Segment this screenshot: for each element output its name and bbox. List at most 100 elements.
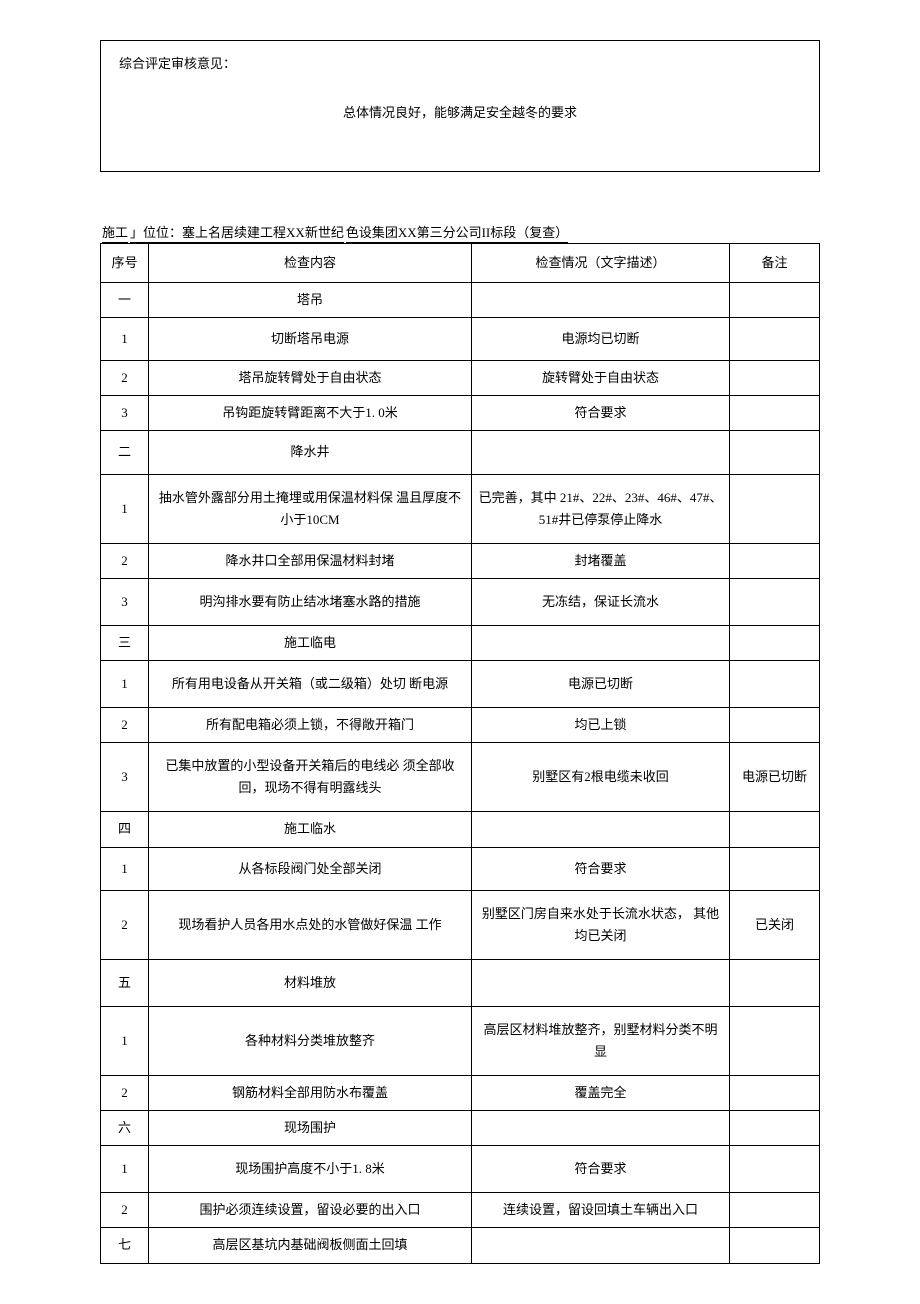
cell-seq: 三 [101, 625, 149, 660]
cell-seq: 2 [101, 543, 149, 578]
table-row: 1切断塔吊电源电源均已切断 [101, 318, 820, 361]
construction-unit-line: 施工」位位：塞上名居续建工程XX新世纪色设集团XX第三分公司II标段（复查） [100, 222, 820, 243]
cell-note [730, 1111, 820, 1146]
inspection-table: 序号检查内容检查情况（文字描述）备注一塔吊1切断塔吊电源电源均已切断2塔吊旋转臂… [100, 243, 820, 1264]
table-row: 二降水井 [101, 431, 820, 474]
cell-content: 现场围护高度不小于1. 8米 [149, 1146, 472, 1193]
cell-seq: 1 [101, 318, 149, 361]
cell-content: 施工临电 [149, 625, 472, 660]
cell-content: 施工临水 [149, 812, 472, 847]
cell-note [730, 708, 820, 743]
header-seq: 序号 [101, 244, 149, 283]
cell-seq: 1 [101, 847, 149, 890]
cell-seq: 五 [101, 959, 149, 1006]
cell-content: 现场围护 [149, 1111, 472, 1146]
unit-label: 位位： [143, 222, 182, 243]
cell-content: 从各标段阀门处全部关闭 [149, 847, 472, 890]
cell-status: 符合要求 [472, 1146, 730, 1193]
cell-status [472, 283, 730, 318]
cell-status: 覆盖完全 [472, 1076, 730, 1111]
cell-status: 符合要求 [472, 396, 730, 431]
cell-content: 所有用电设备从开关箱（或二级箱）处切 断电源 [149, 661, 472, 708]
review-label: 综合评定审核意见： [119, 53, 801, 72]
table-row: 2现场看护人员各用水点处的水管做好保温 工作别墅区门房自来水处于长流水状态， 其… [101, 890, 820, 959]
cell-note [730, 318, 820, 361]
cell-note [730, 625, 820, 660]
table-row: 2钢筋材料全部用防水布覆盖覆盖完全 [101, 1076, 820, 1111]
cell-status [472, 1228, 730, 1263]
table-row: 2所有配电箱必须上锁，不得敞开箱门均已上锁 [101, 708, 820, 743]
cell-content: 塔吊 [149, 283, 472, 318]
cell-content: 切断塔吊电源 [149, 318, 472, 361]
table-row: 1抽水管外露部分用土掩埋或用保温材料保 温且厚度不小于10CM已完善，其中 21… [101, 474, 820, 543]
cell-note [730, 474, 820, 543]
cell-status: 别墅区门房自来水处于长流水状态， 其他均已关闭 [472, 890, 730, 959]
cell-status: 连续设置，留设回填土车辆出入口 [472, 1193, 730, 1228]
table-row: 1从各标段阀门处全部关闭符合要求 [101, 847, 820, 890]
cell-seq: 2 [101, 1193, 149, 1228]
cell-note [730, 283, 820, 318]
cell-status: 已完善，其中 21#、22#、23#、46#、47#、51#井已停泵停止降水 [472, 474, 730, 543]
cell-content: 各种材料分类堆放整齐 [149, 1006, 472, 1075]
cell-note [730, 1076, 820, 1111]
table-row: 七高层区基坑内基础阀板侧面土回填 [101, 1228, 820, 1263]
cell-note [730, 1228, 820, 1263]
table-row: 2降水井口全部用保温材料封堵封堵覆盖 [101, 543, 820, 578]
cell-status: 电源已切断 [472, 661, 730, 708]
cell-note [730, 431, 820, 474]
table-row: 1所有用电设备从开关箱（或二级箱）处切 断电源电源已切断 [101, 661, 820, 708]
header-content: 检查内容 [149, 244, 472, 283]
cell-note: 电源已切断 [730, 743, 820, 812]
table-row: 五材料堆放 [101, 959, 820, 1006]
table-row: 一塔吊 [101, 283, 820, 318]
cell-status: 别墅区有2根电缆未收回 [472, 743, 730, 812]
cell-note [730, 543, 820, 578]
review-box: 综合评定审核意见： 总体情况良好，能够满足安全越冬的要求 [100, 40, 820, 172]
cell-note [730, 959, 820, 1006]
cell-seq: 二 [101, 431, 149, 474]
cell-status: 无冻结，保证长流水 [472, 578, 730, 625]
cell-seq: 3 [101, 743, 149, 812]
cell-seq: 1 [101, 1146, 149, 1193]
cell-status [472, 1111, 730, 1146]
cell-status [472, 812, 730, 847]
cell-seq: 3 [101, 396, 149, 431]
cell-note [730, 847, 820, 890]
cell-status: 高层区材料堆放整齐，别墅材料分类不明显 [472, 1006, 730, 1075]
cell-note [730, 812, 820, 847]
unit-prefix: 施工 [102, 222, 128, 243]
cell-content: 现场看护人员各用水点处的水管做好保温 工作 [149, 890, 472, 959]
cell-status: 均已上锁 [472, 708, 730, 743]
cell-content: 所有配电箱必须上锁，不得敞开箱门 [149, 708, 472, 743]
cell-seq: 一 [101, 283, 149, 318]
cell-content: 降水井口全部用保温材料封堵 [149, 543, 472, 578]
header-status: 检查情况（文字描述） [472, 244, 730, 283]
cell-note [730, 1146, 820, 1193]
cell-content: 明沟排水要有防止结冰堵塞水路的措施 [149, 578, 472, 625]
cell-seq: 六 [101, 1111, 149, 1146]
table-row: 六现场围护 [101, 1111, 820, 1146]
table-row: 四施工临水 [101, 812, 820, 847]
cell-content: 塔吊旋转臂处于自由状态 [149, 361, 472, 396]
cell-status: 电源均已切断 [472, 318, 730, 361]
cell-content: 抽水管外露部分用土掩埋或用保温材料保 温且厚度不小于10CM [149, 474, 472, 543]
table-row: 1各种材料分类堆放整齐高层区材料堆放整齐，别墅材料分类不明显 [101, 1006, 820, 1075]
cell-seq: 四 [101, 812, 149, 847]
cell-content: 吊钩距旋转臂距离不大于1. 0米 [149, 396, 472, 431]
cell-seq: 1 [101, 474, 149, 543]
table-row: 3已集中放置的小型设备开关箱后的电线必 须全部收回，现场不得有明露线头别墅区有2… [101, 743, 820, 812]
table-row: 序号检查内容检查情况（文字描述）备注 [101, 244, 820, 283]
header-note: 备注 [730, 244, 820, 283]
table-row: 1现场围护高度不小于1. 8米符合要求 [101, 1146, 820, 1193]
cell-content: 材料堆放 [149, 959, 472, 1006]
cell-seq: 1 [101, 1006, 149, 1075]
unit-bracket: 」 [130, 222, 143, 243]
cell-seq: 2 [101, 1076, 149, 1111]
cell-seq: 3 [101, 578, 149, 625]
cell-status [472, 959, 730, 1006]
cell-content: 已集中放置的小型设备开关箱后的电线必 须全部收回，现场不得有明露线头 [149, 743, 472, 812]
cell-status: 旋转臂处于自由状态 [472, 361, 730, 396]
cell-note [730, 1006, 820, 1075]
cell-note [730, 661, 820, 708]
cell-note [730, 578, 820, 625]
